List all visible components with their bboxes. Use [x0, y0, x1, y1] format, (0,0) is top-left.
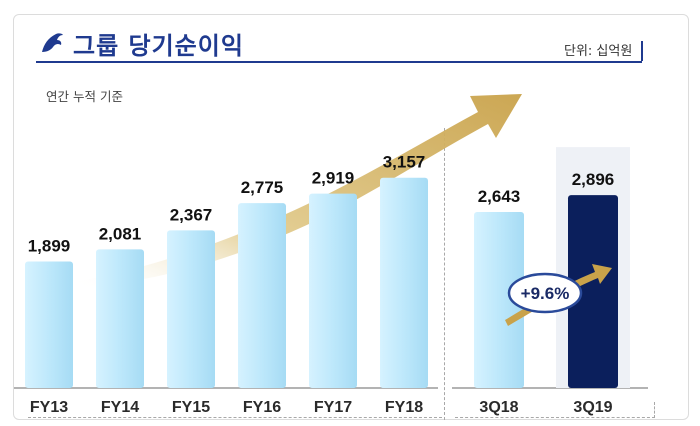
value-label-fy18: 3,157 — [383, 153, 426, 172]
bar-fy18 — [380, 177, 428, 388]
growth-trend-arrow — [75, 94, 522, 288]
category-label-fy15: FY15 — [172, 399, 210, 416]
company-logo-icon — [42, 33, 63, 52]
bar-fy14 — [96, 249, 144, 388]
bar-fy16 — [238, 203, 286, 388]
bar-3q18 — [474, 211, 524, 388]
bottom-dashed-line — [455, 417, 655, 418]
bar-fy13 — [25, 261, 73, 388]
value-label-3q18: 2,643 — [478, 187, 521, 206]
bar-3q19 — [568, 195, 618, 388]
value-label-fy14: 2,081 — [99, 224, 142, 243]
growth-badge — [507, 272, 583, 314]
value-label-3q19: 2,896 — [572, 170, 615, 189]
unit-bracket — [641, 41, 643, 61]
category-label-fy13: FY13 — [30, 399, 68, 416]
chart-frame — [13, 14, 689, 420]
category-label-fy16: FY16 — [243, 399, 281, 416]
basis-note: 연간 누적 기준 — [46, 89, 123, 104]
category-label-3q18: 3Q18 — [479, 399, 518, 416]
section-divider — [444, 128, 445, 420]
page-title: 그룹 당기순이익 — [73, 32, 244, 60]
value-label-fy15: 2,367 — [170, 205, 213, 224]
unit-label: 단위: 십억원 — [564, 44, 633, 59]
value-label-fy13: 1,899 — [28, 237, 71, 256]
category-label-3q19: 3Q19 — [573, 399, 612, 416]
bar-fy15 — [167, 230, 215, 388]
growth-rate-label: +9.6% — [521, 284, 570, 303]
value-label-fy17: 2,919 — [312, 169, 355, 188]
category-label-fy14: FY14 — [101, 399, 139, 416]
bar-fy17 — [309, 193, 357, 388]
category-label-fy18: FY18 — [385, 399, 423, 416]
category-label-fy17: FY17 — [314, 399, 352, 416]
title-underline — [36, 61, 642, 63]
right-dashed-edge — [654, 402, 655, 418]
bottom-dashed-line — [28, 417, 442, 418]
value-label-fy16: 2,775 — [241, 178, 284, 197]
